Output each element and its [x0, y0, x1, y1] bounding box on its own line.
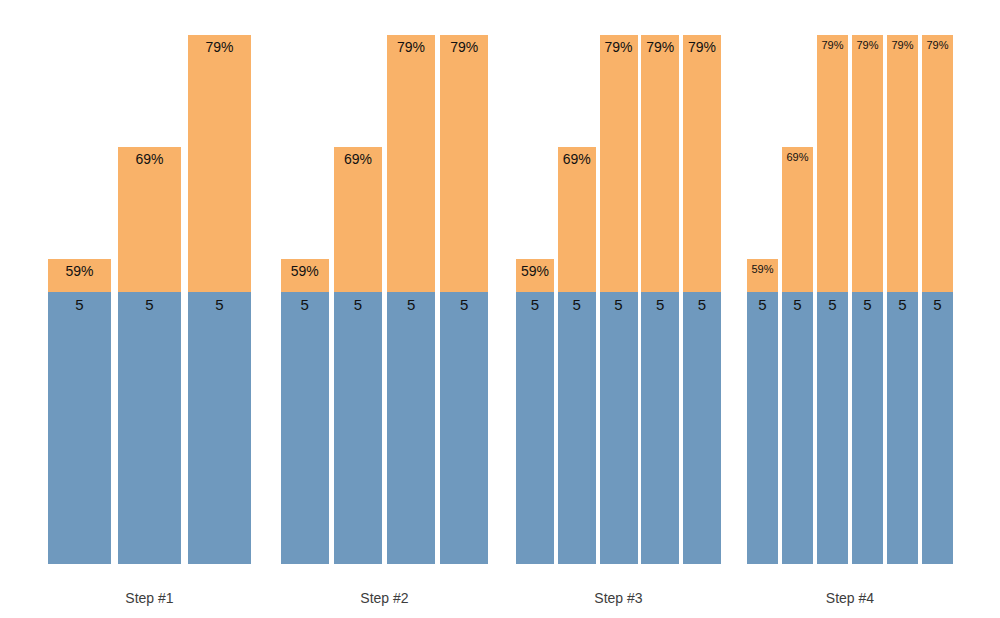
base-value-label: 5 — [758, 296, 766, 313]
base-value-label: 5 — [301, 296, 309, 313]
percent-label: 69% — [135, 151, 163, 167]
bar-segment-top: 69% — [334, 147, 382, 292]
percent-label: 69% — [786, 151, 808, 163]
base-value-label: 5 — [407, 296, 415, 313]
bar-segment-top: 69% — [782, 147, 813, 292]
stacked-bar: 79% 5 — [817, 35, 848, 564]
base-value-label: 5 — [215, 296, 223, 313]
bar-segment-base: 5 — [188, 292, 251, 564]
stacked-bar: 79% 5 — [188, 35, 251, 564]
stacked-bar: 69% 5 — [118, 147, 181, 564]
stacked-bar: 79% 5 — [440, 35, 488, 564]
base-value-label: 5 — [614, 296, 622, 313]
bar-group-step-3: 59% 5 69% 5 79% 5 79% 5 79% 5 — [516, 35, 721, 564]
bar-segment-top: 79% — [817, 35, 848, 292]
bar-segment-top: 79% — [852, 35, 883, 292]
bar-segment-top: 79% — [600, 35, 638, 292]
percent-label: 79% — [891, 39, 913, 51]
stacked-bar: 69% 5 — [558, 147, 596, 564]
base-value-label: 5 — [573, 296, 581, 313]
stacked-bar: 79% 5 — [387, 35, 435, 564]
stacked-bar: 79% 5 — [641, 35, 679, 564]
step-axis-label: Step #4 — [747, 590, 953, 606]
stacked-bar: 69% 5 — [334, 147, 382, 564]
stacked-bar: 79% 5 — [600, 35, 638, 564]
bar-segment-top: 79% — [887, 35, 918, 292]
bar-segment-top: 59% — [281, 259, 329, 292]
bar-segment-base: 5 — [852, 292, 883, 564]
base-value-label: 5 — [933, 296, 941, 313]
bar-segment-top: 59% — [48, 259, 111, 292]
bar-segment-base: 5 — [782, 292, 813, 564]
percent-label: 79% — [604, 39, 632, 55]
stacked-bar: 59% 5 — [516, 259, 554, 564]
bar-segment-base: 5 — [48, 292, 111, 564]
base-value-label: 5 — [531, 296, 539, 313]
step-axis-label: Step #2 — [281, 590, 488, 606]
stacked-bar: 79% 5 — [852, 35, 883, 564]
percent-label: 59% — [751, 263, 773, 275]
bar-segment-base: 5 — [817, 292, 848, 564]
percent-label: 79% — [646, 39, 674, 55]
bar-group-step-1: 59% 5 69% 5 79% 5 — [48, 35, 251, 564]
base-value-label: 5 — [145, 296, 153, 313]
base-value-label: 5 — [698, 296, 706, 313]
bar-segment-base: 5 — [440, 292, 488, 564]
percent-label: 59% — [521, 263, 549, 279]
bar-segment-base: 5 — [683, 292, 721, 564]
bar-segment-top: 79% — [683, 35, 721, 292]
step-axis-label: Step #3 — [516, 590, 721, 606]
bar-segment-base: 5 — [334, 292, 382, 564]
bar-segment-base: 5 — [118, 292, 181, 564]
percent-label: 69% — [344, 151, 372, 167]
base-value-label: 5 — [656, 296, 664, 313]
base-value-label: 5 — [863, 296, 871, 313]
base-value-label: 5 — [354, 296, 362, 313]
stacked-bar-chart: 59% 5 69% 5 79% 5 Step #1 59% 5 69% 5 79% 5 79% 5 Step … — [0, 0, 1000, 618]
percent-label: 79% — [821, 39, 843, 51]
bar-segment-base: 5 — [600, 292, 638, 564]
stacked-bar: 59% 5 — [281, 259, 329, 564]
bar-segment-top: 79% — [387, 35, 435, 292]
percent-label: 79% — [450, 39, 478, 55]
percent-label: 59% — [291, 263, 319, 279]
bar-segment-base: 5 — [887, 292, 918, 564]
step-axis-label: Step #1 — [48, 590, 251, 606]
percent-label: 69% — [563, 151, 591, 167]
bar-segment-top: 59% — [747, 259, 778, 292]
bar-segment-top: 79% — [440, 35, 488, 292]
base-value-label: 5 — [75, 296, 83, 313]
bar-segment-base: 5 — [281, 292, 329, 564]
stacked-bar: 59% 5 — [48, 259, 111, 564]
bar-segment-top: 79% — [922, 35, 953, 292]
percent-label: 79% — [397, 39, 425, 55]
bar-segment-base: 5 — [747, 292, 778, 564]
stacked-bar: 79% 5 — [887, 35, 918, 564]
bar-segment-top: 59% — [516, 259, 554, 292]
bar-group-step-2: 59% 5 69% 5 79% 5 79% 5 — [281, 35, 488, 564]
bar-segment-base: 5 — [922, 292, 953, 564]
bar-segment-top: 79% — [641, 35, 679, 292]
stacked-bar: 79% 5 — [922, 35, 953, 564]
bar-segment-top: 69% — [118, 147, 181, 292]
percent-label: 59% — [65, 263, 93, 279]
bar-group-step-4: 59% 5 69% 5 79% 5 79% 5 79% 5 79% 5 — [747, 35, 953, 564]
base-value-label: 5 — [460, 296, 468, 313]
base-value-label: 5 — [828, 296, 836, 313]
bar-segment-top: 79% — [188, 35, 251, 292]
stacked-bar: 59% 5 — [747, 259, 778, 564]
bar-segment-base: 5 — [387, 292, 435, 564]
percent-label: 79% — [205, 39, 233, 55]
bar-segment-base: 5 — [558, 292, 596, 564]
stacked-bar: 69% 5 — [782, 147, 813, 564]
bar-segment-base: 5 — [641, 292, 679, 564]
bar-segment-base: 5 — [516, 292, 554, 564]
base-value-label: 5 — [793, 296, 801, 313]
base-value-label: 5 — [898, 296, 906, 313]
stacked-bar: 79% 5 — [683, 35, 721, 564]
bar-segment-top: 69% — [558, 147, 596, 292]
percent-label: 79% — [926, 39, 948, 51]
percent-label: 79% — [856, 39, 878, 51]
percent-label: 79% — [688, 39, 716, 55]
